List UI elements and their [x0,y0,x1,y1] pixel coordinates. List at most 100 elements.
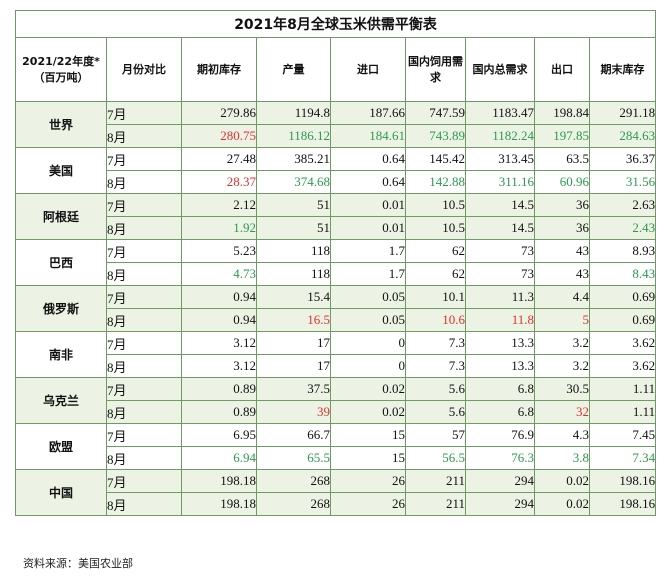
feed-demand-cell: 7.3 [405,354,466,378]
production-cell: 1194.8 [256,101,331,125]
imports-cell: 0.01 [330,193,406,217]
imports-cell: 184.61 [330,124,406,148]
total-demand-cell: 14.5 [465,193,535,217]
imports-cell: 0 [330,331,406,355]
feed-demand-cell: 10.5 [405,193,466,217]
production-cell: 118 [256,262,331,286]
month-cell: 7月 [106,331,182,355]
feed-demand-cell: 743.89 [405,124,466,148]
beginning-stocks-cell: 0.94 [181,308,257,332]
total-demand-cell: 311.16 [465,170,535,194]
table-row: 8月 4.73 118 1.7 62 73 43 8.43 [16,262,657,286]
ending-stocks-cell: 3.62 [588,354,657,378]
feed-demand-cell: 142.88 [405,170,466,194]
exports-cell: 3.2 [534,331,590,355]
ending-stocks-cell: 36.37 [588,147,657,171]
table-row: 世界 7月 279.86 1194.8 187.66 747.59 1183.47 198.8… [15,101,657,148]
total-demand-cell: 76.3 [465,446,535,470]
table-row: 乌克兰 7月 0.89 37.5 0.02 5.6 6.8 30.5 1.11 [15,377,657,424]
month-cell: 7月 [106,377,182,401]
total-demand-cell: 13.3 [465,354,535,378]
month-cell: 7月 [106,239,182,263]
production-cell: 17 [256,354,331,378]
month-cell: 7月 [106,423,182,447]
beginning-stocks-cell: 198.18 [181,469,257,493]
exports-cell: 4.3 [534,423,590,447]
month-cell: 8月 [106,354,182,378]
beginning-stocks-cell: 1.92 [181,216,257,240]
ending-stocks-cell: 7.34 [588,446,657,470]
exports-cell: 5 [534,308,590,332]
table-row: 南非 7月 3.12 17 0 7.3 13.3 3.2 3.62 [15,331,657,378]
feed-demand-cell: 10.5 [405,216,466,240]
feed-demand-cell: 62 [405,262,466,286]
feed-demand-cell: 145.42 [405,147,466,171]
imports-cell: 26 [330,469,406,493]
ending-stocks-cell: 3.62 [588,331,657,355]
imports-cell: 1.7 [330,262,406,286]
month-cell: 8月 [106,400,182,424]
exports-cell: 30.5 [534,377,590,401]
imports-cell: 187.66 [330,101,406,125]
table-title: 2021年8月全球玉米供需平衡表 [14,10,657,38]
production-cell: 37.5 [256,377,331,401]
feed-demand-cell: 747.59 [405,101,466,125]
table-row: 欧盟 7月 6.95 66.7 15 57 76.9 4.3 7.45 [15,423,657,470]
region-name: 欧盟 [15,423,107,470]
feed-demand-cell: 56.5 [405,446,466,470]
header-ending-stocks: 期末库存 [588,37,657,102]
production-cell: 39 [256,400,331,424]
beginning-stocks-cell: 6.95 [181,423,257,447]
table-body: 世界 7月 279.86 1194.8 187.66 747.59 1183.47 198.8… [15,101,657,516]
total-demand-cell: 11.8 [465,308,535,332]
table-row: 8月 6.94 65.5 15 56.5 76.3 3.8 7.34 [16,446,657,470]
feed-demand-cell: 10.6 [405,308,466,332]
beginning-stocks-cell: 28.37 [181,170,257,194]
region-name: 俄罗斯 [15,285,107,332]
total-demand-cell: 14.5 [465,216,535,240]
production-cell: 16.5 [256,308,331,332]
total-demand-cell: 76.9 [465,423,535,447]
header-total-demand: 国内总需求 [465,37,535,102]
region-name: 巴西 [15,239,107,286]
table-row: 8月 3.12 17 0 7.3 13.3 3.2 3.62 [16,354,657,378]
beginning-stocks-cell: 27.48 [181,147,257,171]
production-cell: 66.7 [256,423,331,447]
data-source-note: 资料来源：美国农业部 [23,557,133,570]
exports-cell: 4.4 [534,285,590,309]
exports-cell: 198.84 [534,101,590,125]
table-row: 俄罗斯 7月 0.94 15.4 0.05 10.1 11.3 4.4 0.69 [15,285,657,332]
beginning-stocks-cell: 198.18 [181,492,257,516]
beginning-stocks-cell: 3.12 [181,331,257,355]
month-cell: 7月 [106,469,182,493]
ending-stocks-cell: 31.56 [588,170,657,194]
imports-cell: 0.05 [330,308,406,332]
exports-cell: 0.02 [534,469,590,493]
exports-cell: 0.02 [534,492,590,516]
total-demand-cell: 294 [465,492,535,516]
feed-demand-cell: 62 [405,239,466,263]
ending-stocks-cell: 0.69 [588,308,657,332]
ending-stocks-cell: 198.16 [588,469,657,493]
ending-stocks-cell: 198.16 [588,492,657,516]
feed-demand-cell: 211 [405,469,466,493]
total-demand-cell: 1182.24 [465,124,535,148]
header-feed-demand: 国内饲用需求 [405,37,466,102]
beginning-stocks-cell: 4.73 [181,262,257,286]
table-row: 阿根廷 7月 2.12 51 0.01 10.5 14.5 36 2.63 [15,193,657,240]
ending-stocks-cell: 291.18 [588,101,657,125]
imports-cell: 0.64 [330,147,406,171]
exports-cell: 32 [534,400,590,424]
feed-demand-cell: 10.1 [405,285,466,309]
table-row: 中国 7月 198.18 268 26 211 294 0.02 198.16 [15,469,657,516]
beginning-stocks-cell: 0.94 [181,285,257,309]
corn-balance-table: 2021年8月全球玉米供需平衡表 2021/22年度*（百万吨） 月份对比 期初… [14,10,657,516]
region-name: 乌克兰 [15,377,107,424]
imports-cell: 0.02 [330,377,406,401]
exports-cell: 60.96 [534,170,590,194]
month-cell: 8月 [106,124,182,148]
imports-cell: 15 [330,423,406,447]
header-beginning-stocks: 期初库存 [181,37,257,102]
exports-cell: 3.2 [534,354,590,378]
total-demand-cell: 313.45 [465,147,535,171]
